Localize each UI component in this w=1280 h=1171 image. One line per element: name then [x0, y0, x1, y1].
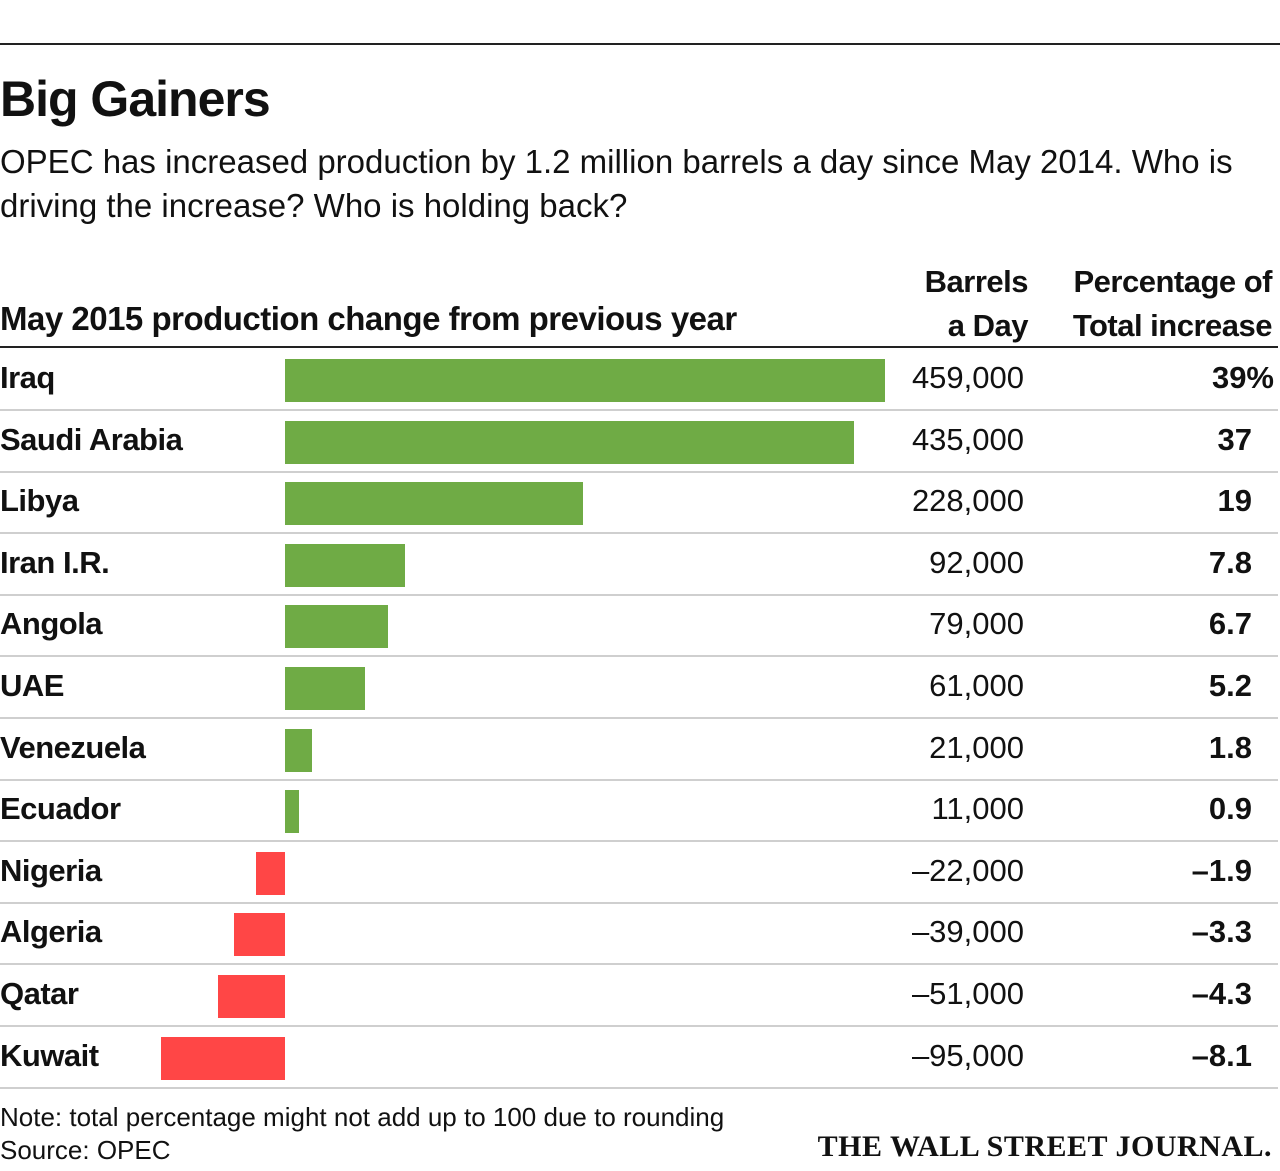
bar: [285, 482, 584, 526]
country-label: Saudi Arabia: [0, 421, 183, 457]
source-line: Source: OPEC: [0, 1135, 171, 1165]
barrels-value: 61,000: [929, 668, 1024, 703]
barrels-value: 11,000: [931, 791, 1024, 827]
bar: [234, 913, 285, 957]
column-header-barrels: Barrels a Day: [924, 260, 1029, 348]
percentage-value: 39%: [1211, 360, 1274, 395]
bar: [285, 359, 885, 402]
country-label: Algeria: [0, 914, 102, 950]
bar: [285, 420, 854, 464]
bar: [285, 790, 300, 834]
country-label: Libya: [0, 483, 79, 519]
country-label: Iran I.R.: [0, 544, 110, 580]
bar: [160, 1036, 285, 1080]
percentage-value: –1.9: [1191, 852, 1252, 888]
country-label: Nigeria: [0, 852, 102, 888]
barrels-value: 79,000: [929, 606, 1024, 642]
column-header-percentage-line1: Percentage of: [1073, 264, 1272, 299]
table-row: Venezuela 21,000 1.8: [0, 718, 1278, 781]
bar: [218, 975, 285, 1018]
barrels-value: 435,000: [911, 421, 1024, 457]
bar-chart-rows: Iraq 459,000 39% Saudi Arabia 435,000 37 Libya…: [0, 348, 1280, 1089]
table-row: Iraq 459,000 39%: [0, 348, 1278, 411]
column-header-percentage: Percentage of Total increase: [1072, 260, 1273, 348]
table-row: Kuwait –95,000 –8.1: [0, 1026, 1278, 1089]
percentage-value: 19: [1217, 483, 1252, 519]
table-row: Iran I.R. 92,000 7.8: [0, 533, 1278, 596]
table-row: Algeria –39,000 –3.3: [0, 902, 1278, 966]
barrels-value: 21,000: [929, 729, 1024, 765]
table-row: UAE 61,000 5.2: [0, 656, 1278, 719]
chart-title: Big Gainers: [0, 71, 271, 127]
country-label: Ecuador: [0, 791, 121, 827]
percentage-value: 37: [1217, 421, 1252, 457]
percentage-value: 1.8: [1208, 729, 1252, 765]
country-label: Qatar: [0, 976, 79, 1011]
top-rule: [0, 43, 1280, 45]
table-row: Ecuador 11,000 0.9: [0, 779, 1278, 843]
column-header-barrels-line1: Barrels: [924, 264, 1029, 299]
footnote: Note: total percentage might not add up …: [0, 1102, 725, 1132]
table-row: Saudi Arabia 435,000 37: [0, 410, 1278, 473]
barrels-value: –51,000: [911, 976, 1024, 1011]
barrels-value: –95,000: [911, 1037, 1024, 1073]
bar: [285, 728, 313, 772]
country-label: UAE: [0, 668, 64, 703]
publisher-logo: THE WALL STREET JOURNAL.: [817, 1130, 1272, 1163]
header-rule: [0, 346, 1278, 348]
percentage-value: –8.1: [1191, 1037, 1252, 1073]
percentage-value: 5.2: [1208, 668, 1252, 703]
table-row: Nigeria –22,000 –1.9: [0, 841, 1278, 904]
country-label: Angola: [0, 606, 103, 642]
table-row: Qatar –51,000 –4.3: [0, 964, 1278, 1027]
table-row: Libya 228,000 19: [0, 471, 1278, 535]
column-header-percentage-line2: Total increase: [1072, 308, 1273, 343]
country-label: Kuwait: [0, 1037, 99, 1073]
percentage-value: 7.8: [1208, 544, 1252, 580]
percentage-value: –4.3: [1191, 976, 1252, 1011]
bar: [285, 605, 389, 649]
barrels-value: 228,000: [911, 483, 1024, 519]
bar: [256, 851, 285, 895]
country-label: Venezuela: [0, 729, 146, 765]
percentage-value: 6.7: [1208, 606, 1252, 642]
percentage-value: –3.3: [1191, 914, 1252, 950]
country-label: Iraq: [0, 360, 55, 395]
column-header-barrels-line2: a Day: [947, 308, 1029, 343]
bar: [285, 543, 406, 587]
bar: [285, 667, 365, 710]
barrels-value: –22,000: [911, 852, 1024, 888]
barrels-value: –39,000: [911, 914, 1024, 950]
barrels-value: 459,000: [911, 360, 1024, 395]
percentage-value: 0.9: [1208, 791, 1252, 827]
barrels-value: 92,000: [929, 544, 1024, 580]
table-row: Angola 79,000 6.7: [0, 594, 1278, 658]
column-header-chart: May 2015 production change from previous…: [0, 300, 737, 337]
chart-subtitle: OPEC has increased production by 1.2 mil…: [0, 143, 1233, 224]
